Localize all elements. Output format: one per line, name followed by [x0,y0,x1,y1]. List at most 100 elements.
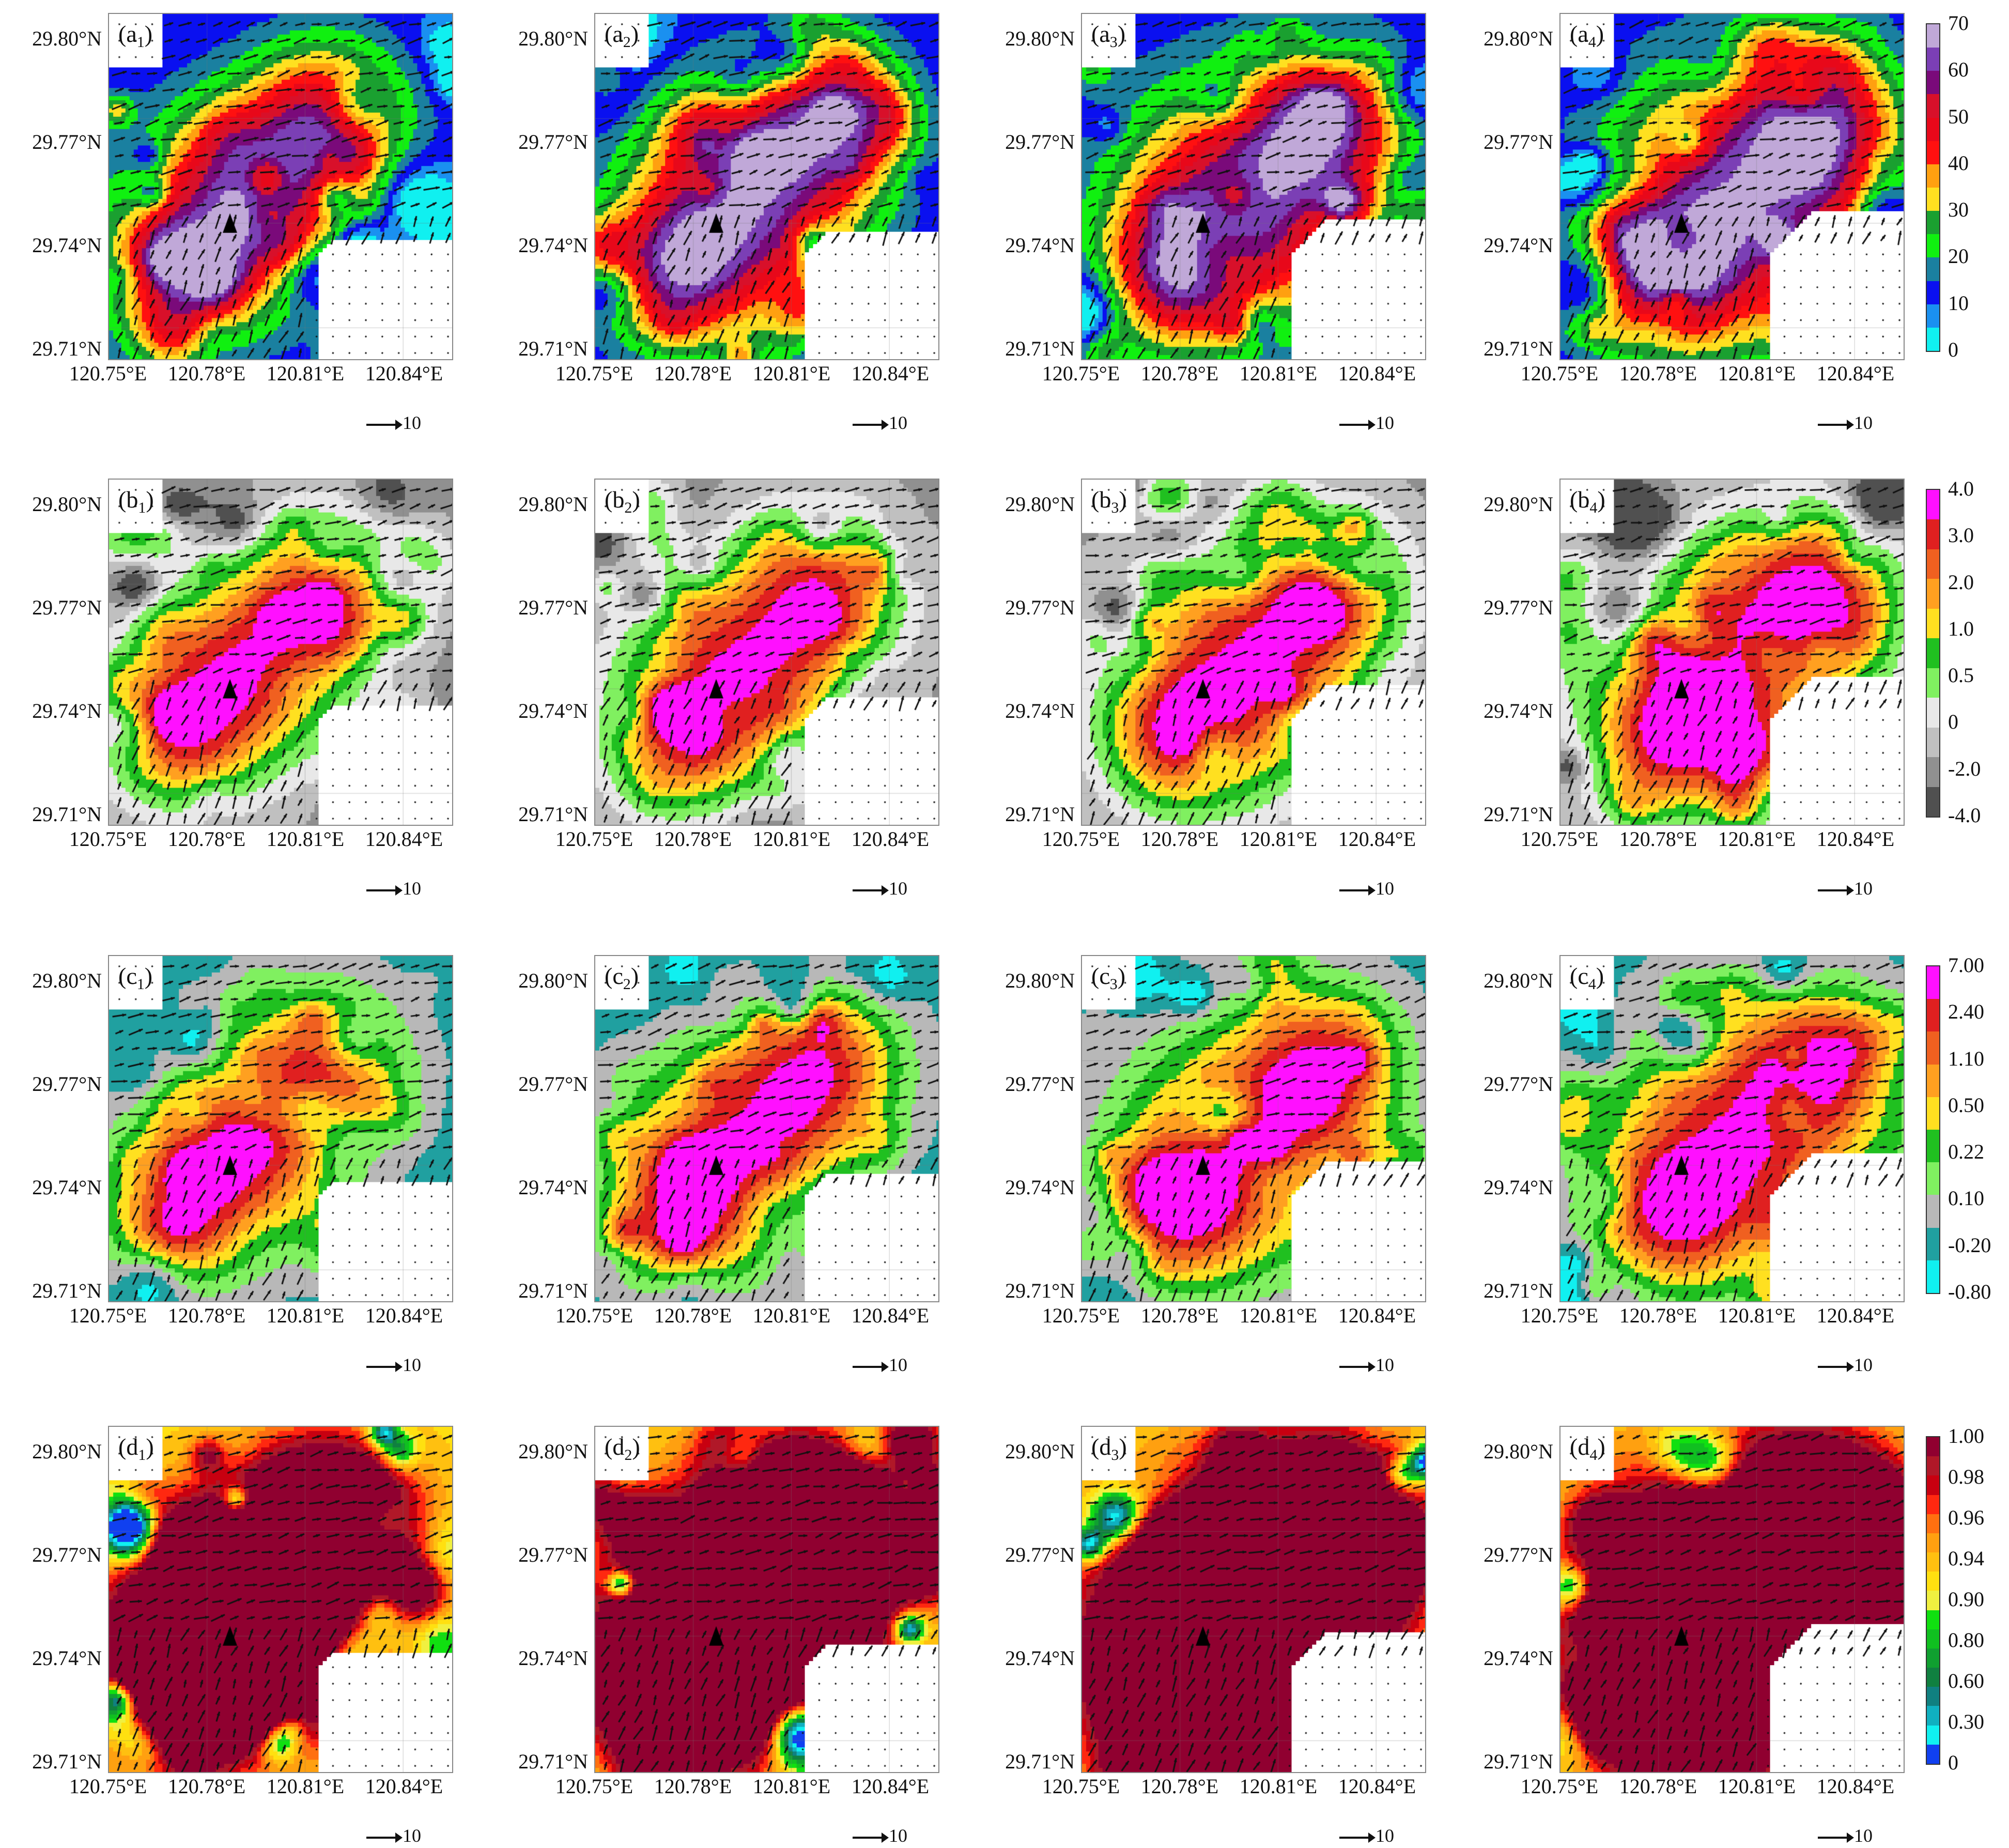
x-tick-label: 120.81°E [752,1304,831,1327]
colorbar-segment [1927,1648,1939,1668]
x-tick-label: 120.84°E [1338,1775,1416,1798]
colorbar-segment [1927,1260,1939,1293]
panel-label-subscript: 1 [138,499,146,517]
panel-label: (c1) [118,963,153,993]
colorbar-segment [1927,1456,1939,1476]
x-tick-label: 120.81°E [752,827,831,851]
panel-label-subscript: 1 [136,34,145,51]
x-tick-label: 120.75°E [1042,1775,1120,1798]
vector-reference: 10 [366,412,421,434]
reference-value: 10 [1376,878,1394,899]
panel-label-subscript: 2 [623,34,631,51]
reference-arrow-icon [1818,885,1854,896]
panel-label-subscript: 4 [1589,499,1598,517]
panel-label: (c4) [1570,963,1604,993]
x-tick-label: 120.81°E [1718,1304,1796,1327]
map-panel-b3: (b3) [1081,479,1426,826]
colorbar-tick-label: 20 [1948,244,1969,268]
x-tick-label: 120.78°E [654,827,732,851]
panel-label-subscript: 4 [1589,1446,1598,1464]
y-tick-label: 29.74°N [32,1176,102,1199]
y-tick-label: 29.74°N [518,1176,588,1199]
colorbar-segment [1927,1687,1939,1706]
reference-arrow-icon [366,1361,403,1372]
panel-label-subscript: 1 [138,1446,146,1464]
colorbar-segment [1927,117,1939,141]
colorbar-tick-label: 1.0 [1948,617,1974,640]
colorbar-segment [1927,234,1939,258]
colorbar-segment [1927,1725,1939,1745]
field-canvas [1082,480,1425,825]
y-tick-label: 29.71°N [32,1750,102,1773]
colorbar-segment [1927,1129,1939,1163]
colorbar-segment [1927,757,1939,787]
x-tick-label: 120.75°E [1520,362,1599,385]
y-tick-label: 29.77°N [32,596,102,619]
x-tick-label: 120.75°E [1042,827,1120,851]
x-tick-label: 120.78°E [1140,1304,1219,1327]
reference-value: 10 [889,1354,907,1375]
colorbar-segment [1927,490,1939,520]
panel-label: (d2) [605,1434,640,1464]
map-panel-a2: (a2) [594,13,939,360]
colorbar-segment [1927,966,1939,999]
colorbar-segment [1927,1097,1939,1130]
panel-label: (c2) [605,963,639,993]
colorbar-segment [1927,211,1939,235]
colorbar-tick-label: 0 [1948,1751,1958,1774]
reference-value: 10 [1854,1354,1873,1375]
x-tick-label: 120.84°E [851,1304,930,1327]
y-tick-label: 29.80°N [32,492,102,516]
field-canvas [1560,14,1904,359]
colorbar-tick-label: 0.96 [1948,1506,1984,1529]
colorbar-segment [1927,1533,1939,1553]
field-canvas [1560,1427,1904,1772]
y-tick-label: 29.74°N [1005,699,1075,722]
reference-arrow-icon [853,419,889,430]
colorbar-segment [1927,1162,1939,1195]
x-tick-label: 120.75°E [69,827,147,851]
x-tick-label: 120.75°E [555,1775,633,1798]
panel-label-subscript: 4 [1588,34,1596,51]
y-tick-label: 29.71°N [518,803,588,826]
colorbar-segment [1927,327,1939,351]
colorbar-tick-label: -2.0 [1948,757,1981,780]
y-tick-label: 29.77°N [1483,130,1553,153]
colorbar-tick-label: 0.60 [1948,1669,1984,1692]
x-tick-label: 120.78°E [1140,827,1219,851]
vector-reference: 10 [1818,412,1873,434]
y-tick-label: 29.77°N [518,1543,588,1566]
panel-label: (b3) [1091,486,1127,517]
reference-value: 10 [1854,1825,1873,1846]
y-tick-label: 29.77°N [518,596,588,619]
map-panel-b4: (b4) [1559,479,1905,826]
field-canvas [109,1427,452,1772]
y-tick-label: 29.71°N [32,337,102,360]
reference-arrow-icon [1339,419,1376,430]
colorbar-tick-label: 0.22 [1948,1140,1984,1164]
x-tick-label: 120.78°E [167,827,246,851]
y-tick-label: 29.80°N [1483,492,1553,516]
field-canvas [1082,1427,1425,1772]
x-tick-label: 120.78°E [1140,362,1219,385]
map-panel-d2: (d2) [594,1426,939,1773]
field-canvas [109,956,452,1301]
reference-arrow-icon [366,885,403,896]
y-tick-label: 29.74°N [1005,234,1075,257]
x-tick-label: 120.75°E [69,1775,147,1798]
y-tick-label: 29.80°N [32,969,102,992]
panel-label-subscript: 3 [1109,34,1118,51]
y-tick-label: 29.80°N [1005,492,1075,516]
y-tick-label: 29.71°N [1483,803,1553,826]
colorbar-segment [1927,727,1939,758]
x-tick-label: 120.81°E [1239,1775,1318,1798]
colorbar-segment [1927,141,1939,164]
y-tick-label: 29.80°N [32,1440,102,1463]
colorbar-segment [1927,71,1939,95]
x-tick-label: 120.84°E [1338,827,1416,851]
colorbar-segment [1927,1031,1939,1065]
reference-arrow-icon [853,1832,889,1843]
field-canvas [1082,956,1425,1301]
colorbar-tick-label: 1.00 [1948,1424,1984,1447]
colorbar-tick-label: 70 [1948,11,1969,35]
